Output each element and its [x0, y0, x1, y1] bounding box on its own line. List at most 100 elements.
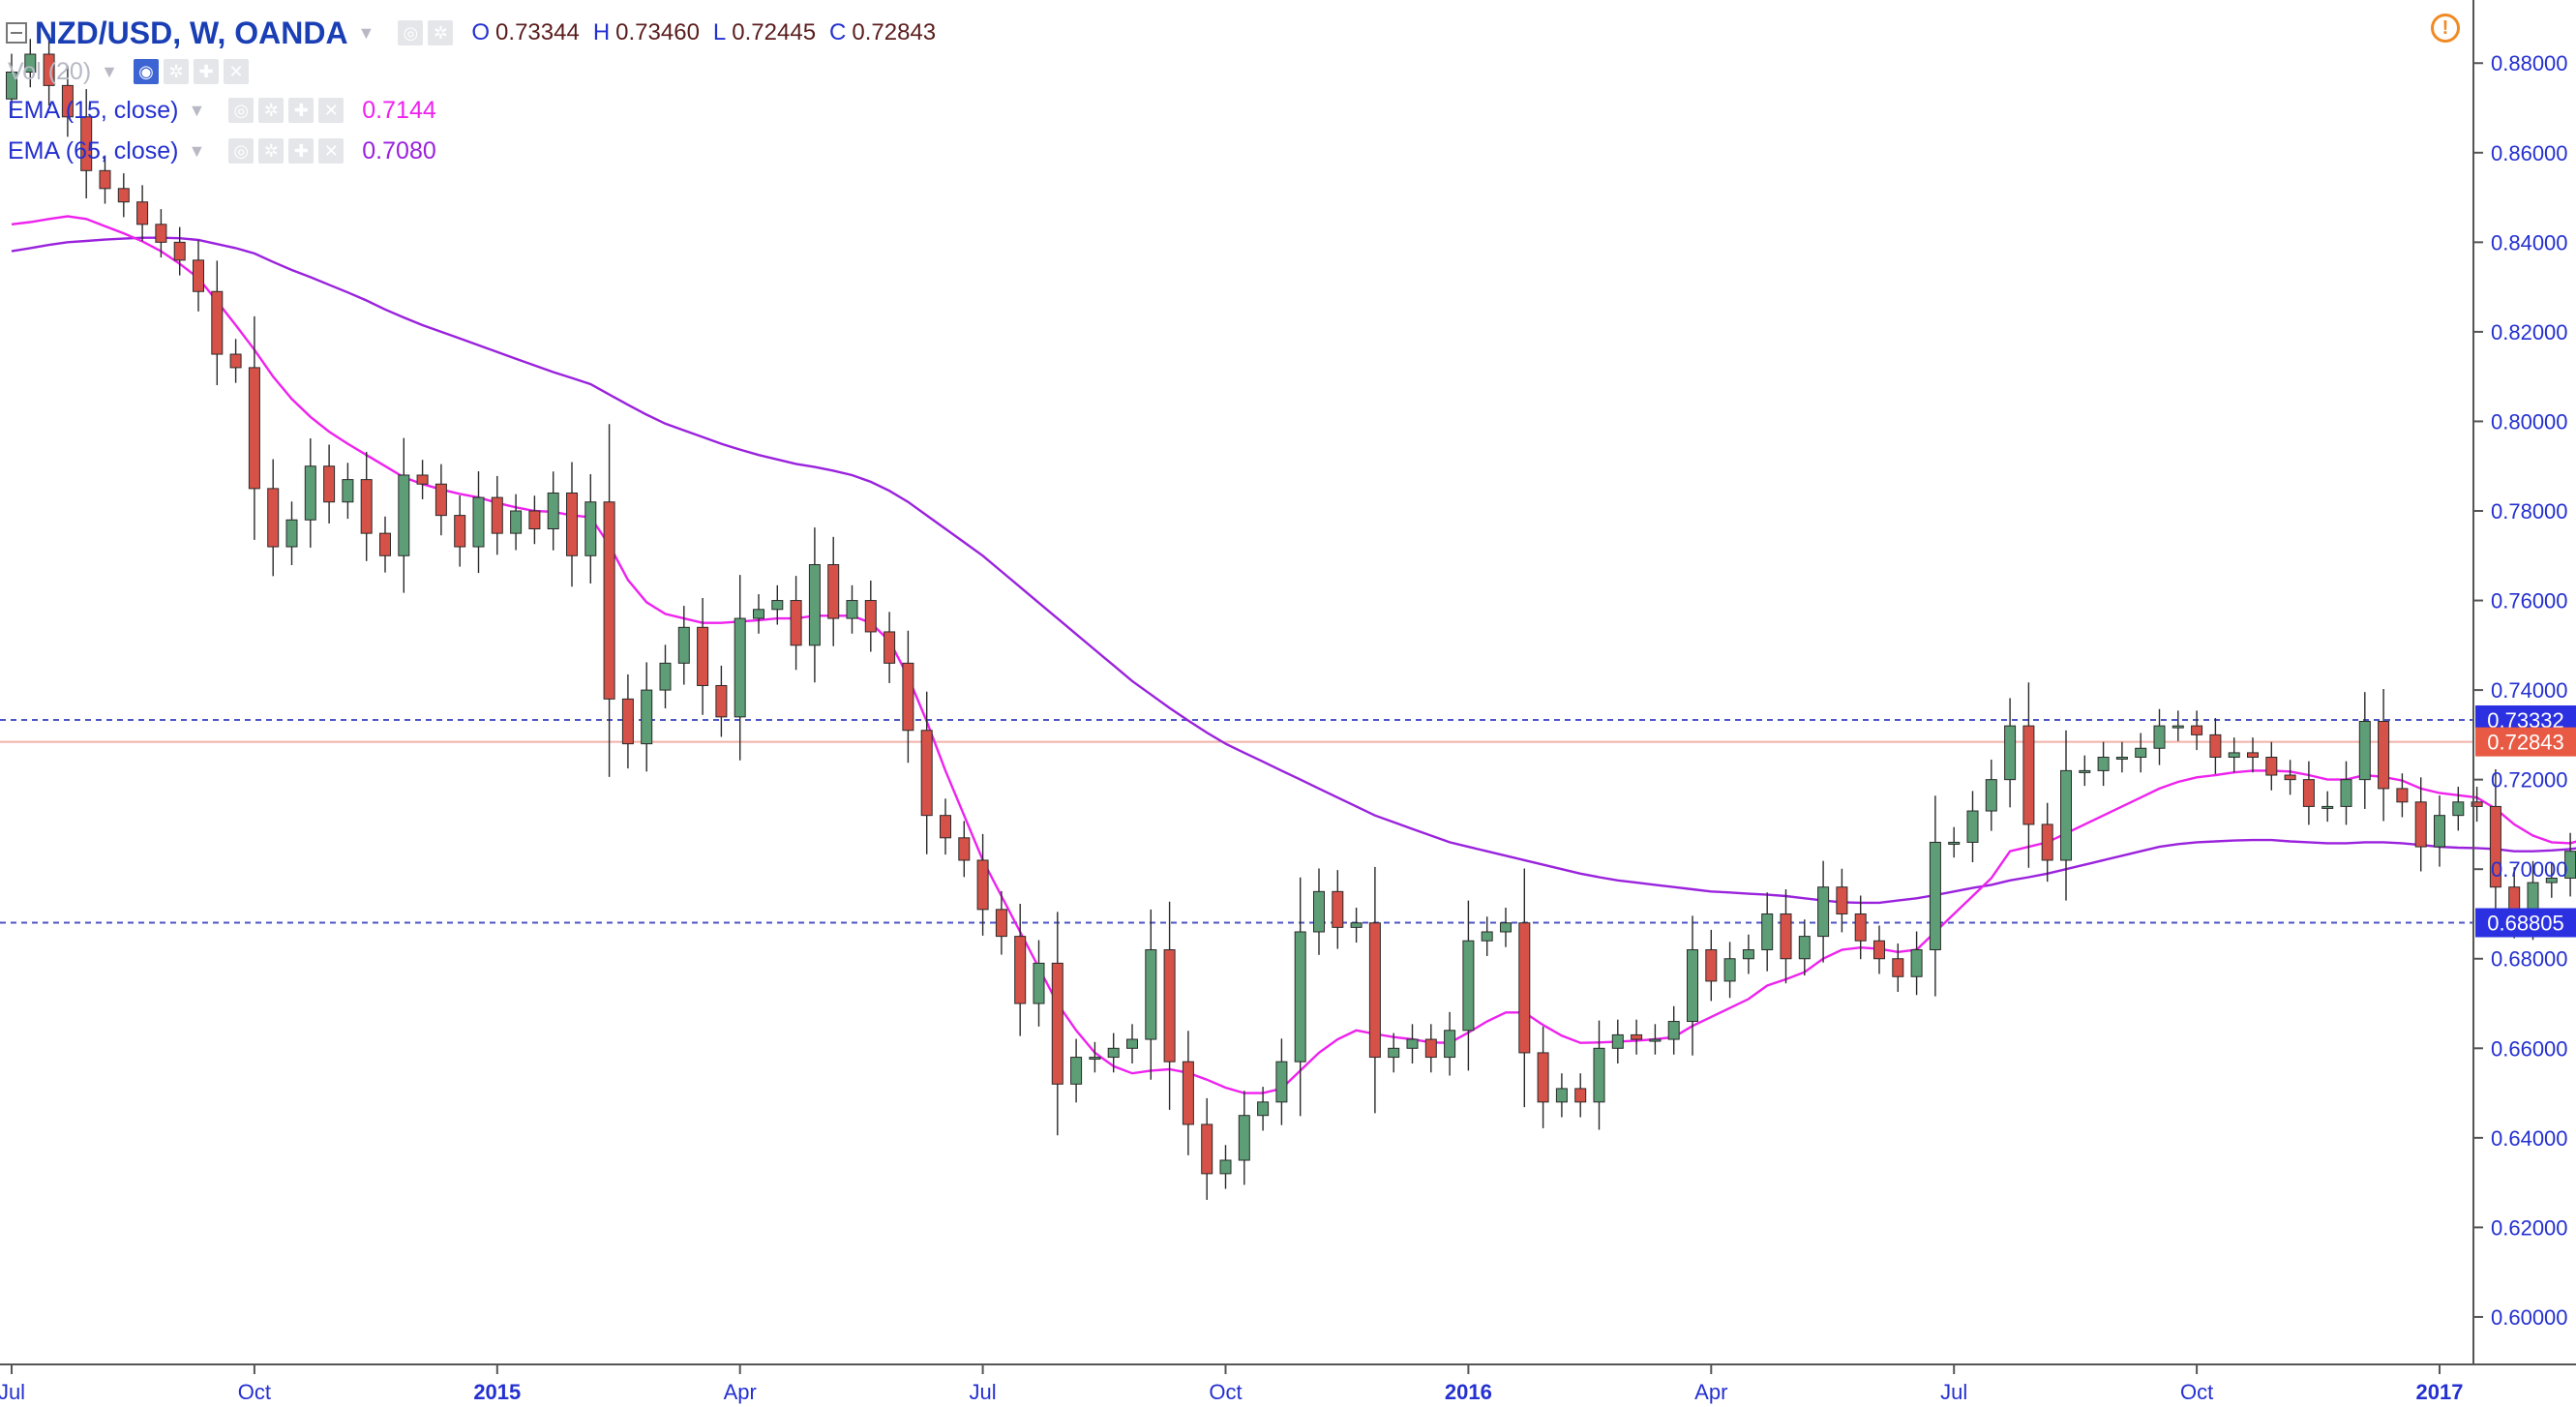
indicator-ema65-name[interactable]: EMA (65, close) — [8, 136, 179, 165]
candle[interactable] — [1406, 1024, 1419, 1064]
candle[interactable] — [902, 630, 914, 763]
candle[interactable] — [734, 575, 746, 761]
candle[interactable] — [1555, 1073, 1568, 1118]
indicator-ema15[interactable]: EMA (15, close) ▼ ◎ ✲ ✚ ✕ 0.7144 — [8, 93, 436, 128]
candle[interactable] — [528, 495, 541, 545]
candle[interactable] — [1966, 791, 1979, 863]
candle[interactable] — [2284, 760, 2296, 795]
candle[interactable] — [1368, 866, 1381, 1114]
candle[interactable] — [2489, 769, 2501, 925]
candle[interactable] — [1873, 925, 1885, 974]
candle[interactable] — [342, 463, 354, 520]
candle[interactable] — [80, 89, 93, 198]
candle[interactable] — [2209, 718, 2222, 774]
indicator-vol-name[interactable]: Vol (20) — [8, 57, 92, 85]
candle[interactable] — [6, 53, 17, 118]
candle[interactable] — [1500, 907, 1512, 947]
candle[interactable] — [1667, 1005, 1680, 1055]
candle[interactable] — [43, 34, 55, 105]
candle[interactable] — [976, 833, 989, 936]
candle[interactable] — [1705, 929, 1718, 1002]
candle[interactable] — [2265, 741, 2278, 791]
candle[interactable] — [2191, 710, 2203, 751]
candle[interactable] — [677, 606, 690, 685]
candle[interactable] — [1649, 1024, 1662, 1055]
candle[interactable] — [2228, 737, 2240, 773]
candle[interactable] — [958, 821, 971, 878]
candle[interactable] — [1929, 795, 1941, 997]
candle[interactable] — [398, 437, 410, 593]
candle[interactable] — [2022, 682, 2035, 868]
candle[interactable] — [2378, 688, 2390, 822]
candle[interactable] — [1163, 901, 1176, 1110]
gear-icon[interactable]: ✲ — [428, 20, 454, 45]
candle[interactable] — [1481, 916, 1493, 956]
candle[interactable] — [1107, 1033, 1120, 1073]
candle[interactable] — [2321, 791, 2334, 823]
candle[interactable] — [1836, 868, 1848, 933]
candle[interactable] — [2060, 730, 2072, 901]
candle[interactable] — [715, 665, 728, 737]
candle[interactable] — [472, 471, 485, 574]
candle[interactable] — [1294, 877, 1306, 1117]
candle[interactable] — [920, 691, 933, 854]
candle[interactable] — [304, 438, 316, 548]
candle[interactable] — [2396, 773, 2409, 818]
candle[interactable] — [2471, 787, 2483, 823]
candle[interactable] — [323, 444, 336, 524]
chevron-down-icon[interactable]: ▼ — [188, 140, 206, 161]
indicator-ema65[interactable]: EMA (65, close) ▼ ◎ ✲ ✚ ✕ 0.7080 — [8, 134, 436, 168]
plus-icon[interactable]: ✚ — [194, 59, 219, 84]
candle[interactable] — [1444, 1011, 1456, 1076]
candle[interactable] — [808, 527, 821, 683]
candle[interactable] — [603, 424, 615, 777]
candle[interactable] — [2097, 741, 2110, 787]
candle[interactable] — [267, 459, 280, 577]
candle[interactable] — [1798, 919, 1811, 976]
gear-icon[interactable]: ✲ — [258, 98, 285, 123]
symbol-title[interactable]: NZD/USD, W, OANDA — [35, 15, 348, 50]
candle[interactable] — [547, 471, 559, 551]
candle[interactable] — [771, 584, 784, 625]
candle[interactable] — [1611, 1019, 1624, 1064]
candle[interactable] — [193, 240, 204, 312]
candle[interactable] — [1070, 1038, 1083, 1103]
candle[interactable] — [1033, 940, 1045, 1027]
plus-icon[interactable]: ✚ — [288, 98, 315, 123]
candle[interactable] — [1761, 892, 1774, 972]
candle[interactable] — [117, 173, 130, 218]
candle[interactable] — [2545, 862, 2558, 898]
candle[interactable] — [846, 584, 858, 634]
candle[interactable] — [621, 674, 634, 769]
plus-icon[interactable]: ✚ — [288, 138, 315, 164]
candle[interactable] — [2434, 795, 2445, 867]
candle[interactable] — [1332, 870, 1344, 949]
eye-icon[interactable]: ◎ — [398, 20, 424, 45]
candle[interactable] — [1275, 1038, 1288, 1125]
candle[interactable] — [360, 451, 373, 561]
chevron-down-icon[interactable]: ▼ — [101, 61, 118, 81]
close-icon[interactable]: ✕ — [318, 98, 344, 123]
candle[interactable] — [1985, 760, 1997, 831]
candle[interactable] — [1892, 943, 1904, 992]
candle[interactable] — [1145, 909, 1157, 1080]
candle[interactable] — [136, 185, 149, 242]
candle[interactable] — [1238, 1091, 1250, 1185]
candle[interactable] — [1780, 889, 1792, 984]
candle[interactable] — [1089, 1041, 1101, 1073]
candle[interactable] — [1593, 1020, 1605, 1130]
candle[interactable] — [697, 598, 709, 715]
candle[interactable] — [173, 226, 186, 276]
candle[interactable] — [790, 576, 802, 671]
candle[interactable] — [1537, 1026, 1549, 1128]
candle[interactable] — [454, 495, 466, 567]
alert-warning-icon[interactable]: ! — [2431, 14, 2460, 43]
eye-icon[interactable]: ◎ — [228, 98, 255, 123]
gear-icon[interactable]: ✲ — [258, 138, 285, 164]
candle[interactable] — [491, 475, 503, 555]
indicator-vol[interactable]: Vol (20) ▼ ◉ ✲ ✚ ✕ — [8, 54, 254, 89]
candle[interactable] — [995, 890, 1007, 955]
collapse-legend-icon[interactable] — [6, 22, 27, 44]
candle[interactable] — [1201, 1097, 1213, 1200]
